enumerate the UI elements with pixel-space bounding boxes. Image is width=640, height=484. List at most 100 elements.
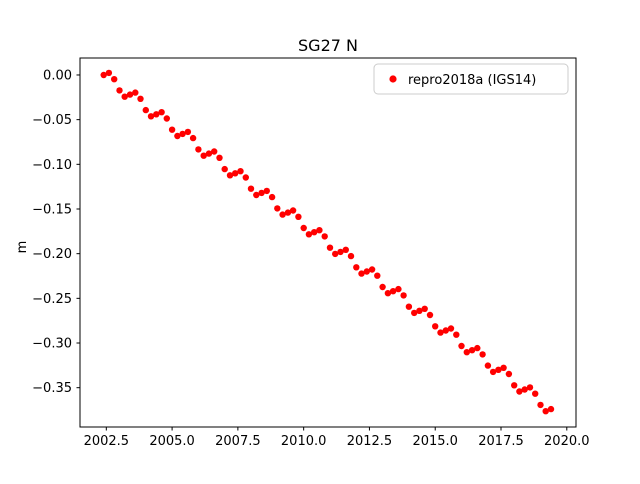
x-tick-label: 2012.5 xyxy=(347,434,393,449)
x-tick-label: 2002.5 xyxy=(84,434,130,449)
data-point xyxy=(426,311,434,319)
y-tick-label: −0.15 xyxy=(32,202,72,217)
data-point xyxy=(411,309,418,317)
data-point xyxy=(263,187,270,195)
y-tick-label: −0.30 xyxy=(32,337,72,352)
data-point xyxy=(505,370,513,378)
data-point xyxy=(532,390,539,397)
data-point xyxy=(479,351,486,358)
x-tick-label: 2007.5 xyxy=(215,434,261,449)
data-point xyxy=(121,93,128,100)
data-point xyxy=(242,174,249,181)
data-point xyxy=(226,172,234,179)
data-point xyxy=(416,307,423,314)
data-point xyxy=(163,115,170,122)
data-point xyxy=(526,384,534,391)
legend-marker-dot-icon xyxy=(389,75,397,83)
data-point xyxy=(205,150,213,157)
data-point xyxy=(453,331,460,338)
data-point xyxy=(321,233,328,240)
data-point xyxy=(437,329,444,336)
data-point xyxy=(347,252,355,260)
data-point xyxy=(274,205,281,212)
data-point xyxy=(111,76,118,83)
data-point xyxy=(395,285,402,293)
data-point xyxy=(153,111,160,118)
legend-box xyxy=(373,63,569,95)
chart-title: SG27 N xyxy=(298,36,358,55)
data-point xyxy=(511,382,518,389)
data-point xyxy=(216,154,223,161)
x-tick-label: 2005.0 xyxy=(149,434,195,449)
data-point xyxy=(258,189,265,197)
data-point xyxy=(221,165,228,173)
y-axis-ticks: 0.00 −0.05 −0.10 −0.15 −0.20 −0.25 −0.30 −0.35 xyxy=(32,68,80,396)
data-point xyxy=(368,266,376,273)
y-tick-label: −0.25 xyxy=(32,292,72,307)
data-point xyxy=(247,185,255,192)
data-point xyxy=(389,288,397,295)
x-tick-label: 2015.0 xyxy=(412,434,458,449)
data-point xyxy=(268,193,276,201)
data-point xyxy=(337,248,344,256)
x-axis-ticks: 2002.5 2005.0 2007.5 2010.0 2012.5 2015.0 2017… xyxy=(84,427,590,449)
data-point xyxy=(516,388,523,395)
data-point xyxy=(358,270,365,277)
data-point xyxy=(332,250,339,258)
x-tick-label: 2010.0 xyxy=(281,434,327,449)
data-point xyxy=(295,213,302,220)
data-point xyxy=(232,170,239,177)
data-point xyxy=(421,305,428,312)
data-point xyxy=(137,95,144,103)
data-point xyxy=(311,229,318,236)
data-point xyxy=(174,132,181,140)
data-point xyxy=(279,211,286,218)
data-points xyxy=(100,69,555,415)
data-point xyxy=(384,290,392,297)
legend-label: repro2018a (IGS14) xyxy=(408,73,536,88)
data-point xyxy=(100,71,107,79)
data-point xyxy=(195,146,202,153)
data-point xyxy=(116,87,123,94)
data-point xyxy=(147,113,155,120)
data-point xyxy=(353,264,360,271)
data-point xyxy=(237,168,244,175)
y-tick-label: −0.10 xyxy=(32,158,72,173)
legend: repro2018a (IGS14) xyxy=(373,63,569,95)
data-point xyxy=(432,323,439,330)
data-point xyxy=(447,325,455,332)
x-tick-label: 2017.5 xyxy=(478,434,524,449)
data-point xyxy=(500,364,507,371)
y-axis-label: m xyxy=(15,241,30,254)
data-point xyxy=(468,347,476,354)
data-point xyxy=(363,268,370,275)
data-point xyxy=(184,128,192,136)
data-point xyxy=(326,244,334,251)
data-point xyxy=(142,106,149,114)
data-point xyxy=(211,148,218,155)
y-tick-label: 0.00 xyxy=(43,68,72,83)
data-point xyxy=(547,405,555,413)
data-point xyxy=(458,342,465,350)
data-point xyxy=(442,327,449,334)
data-point xyxy=(521,386,528,393)
data-point xyxy=(489,368,497,376)
data-point xyxy=(537,401,544,409)
data-point xyxy=(342,246,349,253)
data-point xyxy=(126,91,134,98)
data-point xyxy=(158,109,165,116)
data-point xyxy=(400,292,407,299)
axes-frame xyxy=(79,57,577,428)
data-point xyxy=(253,191,260,199)
data-point xyxy=(542,408,549,415)
data-point xyxy=(379,283,386,291)
data-point xyxy=(132,89,139,96)
data-point xyxy=(168,126,176,133)
data-point xyxy=(474,344,481,352)
data-point xyxy=(484,362,492,369)
x-tick-label: 2020.0 xyxy=(544,434,590,449)
data-point xyxy=(495,366,502,373)
data-point xyxy=(405,303,413,310)
